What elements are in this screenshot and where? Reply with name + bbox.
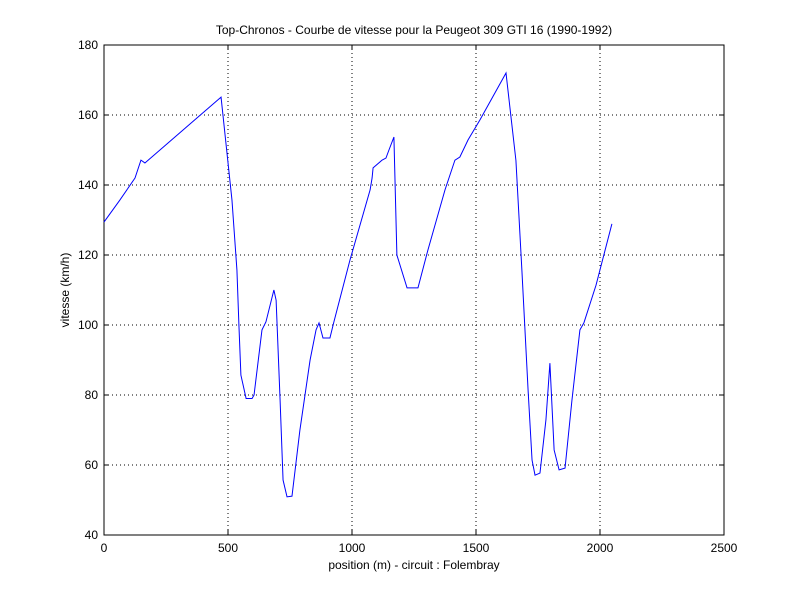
x-tick-label: 2000 <box>587 541 614 555</box>
x-tick-label: 0 <box>101 541 108 555</box>
y-tick-label: 40 <box>85 528 99 542</box>
plot-area <box>104 45 724 535</box>
y-tick-label: 160 <box>78 108 98 122</box>
data-line <box>103 71 613 498</box>
chart-title: Top-Chronos - Courbe de vitesse pour la … <box>216 23 612 37</box>
axes-box <box>103 44 725 536</box>
y-axis-label: vitesse (km/h) <box>58 253 72 328</box>
y-tick-label: 140 <box>78 178 98 192</box>
x-tick-label: 1500 <box>463 541 490 555</box>
x-axis-label: position (m) - circuit : Folembray <box>328 558 499 572</box>
x-tick-label: 500 <box>218 541 238 555</box>
x-tick-label: 2500 <box>711 541 738 555</box>
x-tick-label: 1000 <box>339 541 366 555</box>
y-tick-label: 180 <box>78 38 98 52</box>
y-tick-label: 120 <box>78 248 98 262</box>
y-tick-label: 60 <box>85 458 99 472</box>
y-tick-label: 100 <box>78 318 98 332</box>
y-tick-label: 80 <box>85 388 99 402</box>
